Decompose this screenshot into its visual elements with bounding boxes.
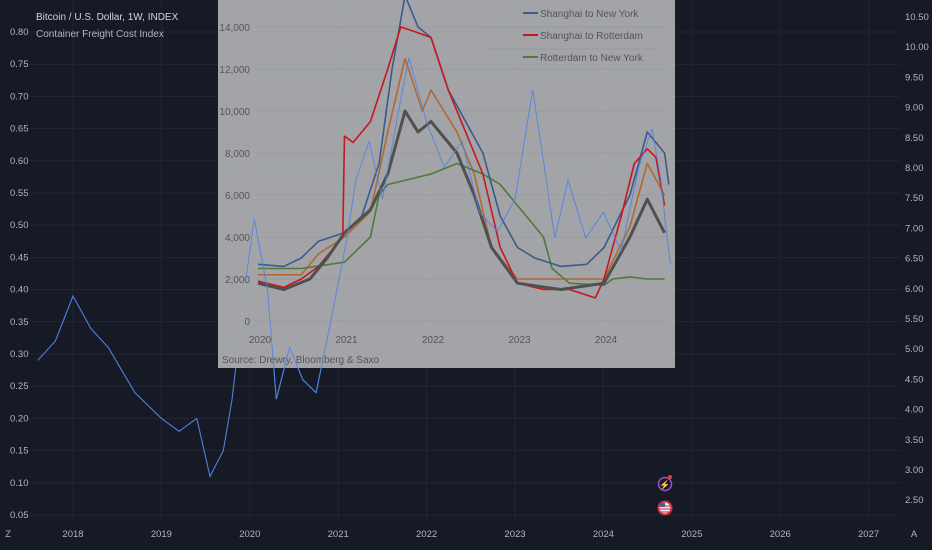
- x-axis-tick: 2020: [239, 529, 260, 540]
- tradingview-logo-icon: Z: [5, 529, 11, 540]
- inset-y-tick: 2,000: [225, 275, 250, 286]
- inset-x-tick: 2022: [422, 335, 445, 346]
- x-axis-tick: 2018: [62, 529, 83, 540]
- indicator-title[interactable]: Container Freight Cost Index: [36, 29, 164, 40]
- inset-background: [218, 0, 675, 368]
- left-axis-tick: 0.50: [10, 220, 29, 231]
- right-axis-tick: 5.00: [905, 344, 924, 355]
- inset-x-tick: 2023: [508, 335, 531, 346]
- x-axis-tick: 2023: [504, 529, 525, 540]
- inset-series-shanghai_rotterdam: [257, 26, 666, 299]
- right-axis-tick: 2.50: [905, 495, 924, 506]
- right-axis-tick: 7.00: [905, 223, 924, 234]
- inset-y-tick: 0: [244, 317, 250, 328]
- left-axis-tick: 0.30: [10, 349, 29, 360]
- inset-y-tick: 8,000: [225, 149, 250, 160]
- inset-y-tick: 10,000: [219, 107, 250, 118]
- legend-label: Shanghai to Rotterdam: [540, 31, 643, 42]
- us-flag-event-icon[interactable]: [657, 500, 673, 516]
- right-axis-tick: 3.00: [905, 465, 924, 476]
- left-axis-tick: 0.65: [10, 124, 29, 135]
- inset-series-rotterdam_ny: [258, 162, 665, 287]
- lightning-glyph: ⚡: [659, 479, 670, 491]
- x-axis-tick: 2026: [770, 529, 791, 540]
- left-axis-tick: 0.10: [10, 478, 29, 489]
- right-axis-tick: 7.50: [905, 193, 924, 204]
- inset-y-tick: 6,000: [225, 191, 250, 202]
- right-axis-tick: 3.50: [905, 435, 924, 446]
- inset-y-tick: 12,000: [219, 65, 250, 76]
- right-axis-tick: 6.50: [905, 254, 924, 265]
- left-axis-tick: 0.70: [10, 91, 29, 102]
- x-axis-tick: 2025: [681, 529, 702, 540]
- left-axis-tick: 0.80: [10, 27, 29, 38]
- left-axis-tick: 0.25: [10, 381, 29, 392]
- x-axis-tick: 2022: [416, 529, 437, 540]
- right-axis-tick: 5.50: [905, 314, 924, 325]
- right-axis-tick: 6.00: [905, 284, 924, 295]
- right-axis-tick: 10.50: [905, 12, 929, 23]
- left-axis-tick: 0.75: [10, 59, 29, 70]
- left-axis-tick: 0.55: [10, 188, 29, 199]
- left-axis-tick: 0.40: [10, 285, 29, 296]
- inset-y-tick: 4,000: [225, 233, 250, 244]
- lightning-event-icon[interactable]: ⚡: [657, 475, 673, 492]
- inset-x-tick: 2024: [595, 335, 618, 346]
- left-axis-tick: 0.45: [10, 252, 29, 263]
- x-axis-tick: 2027: [858, 529, 879, 540]
- auto-scale-icon[interactable]: A: [911, 529, 918, 540]
- inset-chart: 0 2,000 4,000 6,000 8,000 10,000 12,000 14,000 2…: [218, 0, 675, 368]
- right-axis-tick: 8.50: [905, 133, 924, 144]
- inset-x-tick: 2020: [249, 335, 272, 346]
- x-axis-tick: 2021: [328, 529, 349, 540]
- inset-x-tick: 2021: [335, 335, 358, 346]
- x-axis-tick: 2019: [151, 529, 172, 540]
- left-axis-tick: 0.60: [10, 156, 29, 167]
- left-axis-tick: 0.35: [10, 317, 29, 328]
- x-axis-tick: 2024: [593, 529, 614, 540]
- legend-label: Shanghai to New York: [540, 9, 639, 20]
- right-axis-tick: 10.00: [905, 42, 929, 53]
- inset-series-composite: [257, 109, 666, 291]
- legend-label: Rotterdam to New York: [540, 53, 644, 64]
- right-axis-tick: 8.00: [905, 163, 924, 174]
- left-axis-tick: 0.20: [10, 413, 29, 424]
- right-axis-tick: 9.50: [905, 72, 924, 83]
- flag-canton: [660, 503, 665, 507]
- right-axis-tick: 4.00: [905, 405, 924, 416]
- lightning-circle: [657, 476, 673, 492]
- bitcoin-line-overlay: [244, 57, 672, 400]
- notification-dot: [668, 475, 672, 479]
- right-axis-tick: 4.50: [905, 374, 924, 385]
- inset-y-tick: 14,000: [219, 23, 250, 34]
- left-axis-tick: 0.15: [10, 446, 29, 457]
- symbol-title[interactable]: Bitcoin / U.S. Dollar, 1W, INDEX: [36, 12, 179, 23]
- left-axis-tick: 0.05: [10, 510, 29, 521]
- inset-source: Source: Drewry, Bloomberg & Saxo: [222, 355, 380, 366]
- right-axis-tick: 9.00: [905, 103, 924, 114]
